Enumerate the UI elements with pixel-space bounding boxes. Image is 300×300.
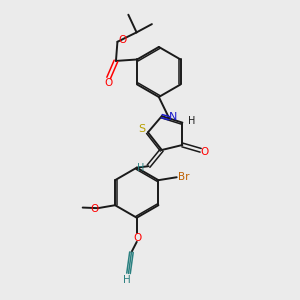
Text: O: O <box>104 78 113 88</box>
Text: Br: Br <box>178 172 190 182</box>
Text: S: S <box>139 124 145 134</box>
Text: H: H <box>124 275 131 285</box>
Text: O: O <box>90 204 99 214</box>
Text: O: O <box>118 35 127 45</box>
Text: O: O <box>200 147 208 157</box>
Text: H: H <box>188 116 196 126</box>
Text: N: N <box>169 112 177 122</box>
Text: O: O <box>134 233 142 243</box>
Text: H: H <box>137 163 145 173</box>
